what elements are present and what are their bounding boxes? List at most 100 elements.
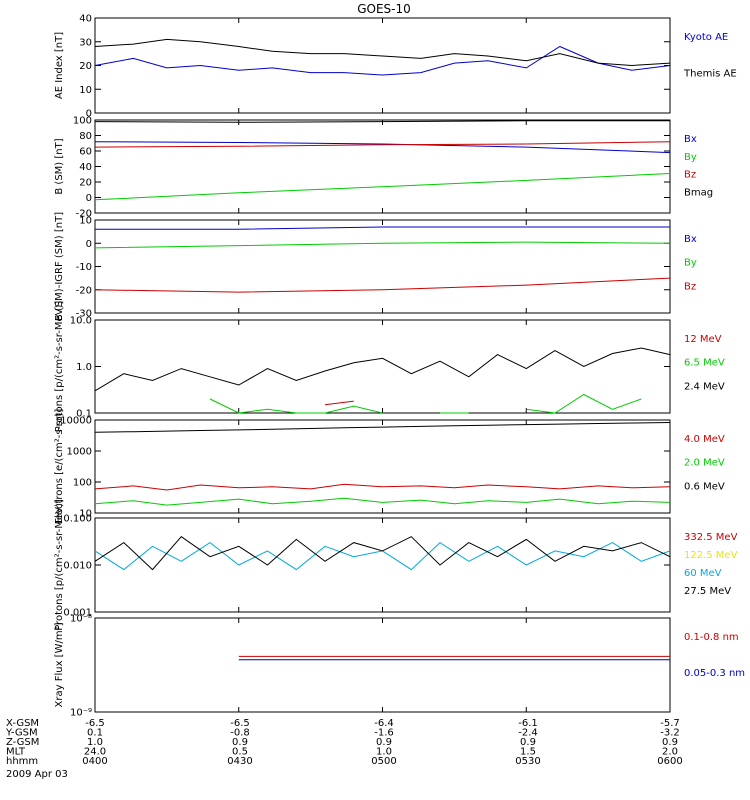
y-tick-label: 1000 [67,447,92,458]
panel-frame [94,419,671,514]
panel-1: 0 10 20 30 40 AE Index [nT] Kyoto AE Themis AE [54,14,737,120]
y-tick-label: 10⁻⁹ [70,708,92,719]
y-tick-label: 0.1 [76,409,92,420]
y-tick-label: 40 [79,162,92,173]
footer-value: 0.9 [376,737,392,748]
legend-entry: 2.0 MeV [684,458,725,469]
footer-row-label: Y-GSM [5,728,38,739]
y-tick-label: 0.100 [63,514,92,525]
series-line-12-mev [325,401,641,405]
series-line-bz [94,277,671,293]
panel-frame [94,517,671,613]
series-line-6-5-mev [209,393,642,414]
y-tick-label: 30 [79,37,92,48]
y-tick-label: 10000 [60,416,92,427]
footer-value: -2.4 [518,728,538,739]
panel-frame [94,17,671,114]
footer-row-label: MLT [6,747,26,758]
y-tick-label: 0 [86,109,92,120]
series-line-bx [94,141,671,154]
y-tick-label: 0 [86,239,92,250]
legend-entry: 0.6 MeV [684,481,725,492]
y-tick-label: 20 [79,178,92,189]
y-tick-label: 0 [86,193,92,204]
legend-entry: By [684,258,697,269]
footer-value: -6.4 [374,718,394,729]
series-line-2-0-mev [94,497,671,506]
legend-entry: 0.05-0.3 nm [684,668,745,679]
panel-2: -20 0 20 40 60 80 100 B (SM) [nT] Bx By Bz Bmag [54,116,713,220]
y-tick-label: 0.001 [63,608,92,619]
y-axis-label: AE Index [nT] [54,32,65,99]
footer-value: -1.6 [374,728,394,739]
legend-entry: 4.0 MeV [684,434,725,445]
footer-value: -6.1 [518,718,538,729]
legend-entry: 2.4 MeV [684,381,725,392]
series-line-bz [94,141,671,148]
footer-value: 0430 [227,756,252,767]
series-line-2-4-mev [94,347,671,392]
series-line-4-0-mev [94,483,671,491]
y-tick-label: 100 [73,116,92,127]
footer-value: 24.0 [84,747,106,758]
footer-value: 0500 [371,756,396,767]
legend-entry: Kyoto AE [684,32,728,43]
y-axis-label: B (SM) [nT] [54,138,65,194]
y-tick-label: 0.010 [63,561,92,572]
series-line-kyoto-ae [94,45,671,76]
chart-title: GOES-10 [357,2,411,16]
panel-4: 0.1 1.0 10.0 Protons [p/(cm²-s-sr-MeV)] 12 M… [54,301,725,433]
footer-value: -6.5 [85,718,105,729]
legend-entry: Bx [684,234,697,245]
legend-entry: 122.5 MeV [684,550,738,561]
series-line-themis-ae [94,38,671,67]
legend-entry: Bz [684,281,696,292]
panel-7: 10⁻⁹ 10⁻⁸ Xray Flux [W/m²] 0.1-0.8 nm 0.05-0… [54,614,745,719]
footer-value: 1.0 [376,747,392,758]
y-tick-label: 80 [79,131,92,142]
panel-frame [94,119,671,214]
y-axis-label: Xray Flux [W/m²] [54,622,65,707]
y-tick-label: -30 [76,309,92,320]
legend-entry: 332.5 MeV [684,532,738,543]
panels: 0 10 20 30 40 AE Index [nT] Kyoto AE Themis AE -… [54,14,745,719]
legend-entry: Bx [684,134,697,145]
date-label: 2009 Apr 03 [6,769,68,780]
legend-entry: Bmag [684,187,713,198]
footer-value: 0.9 [662,737,678,748]
y-tick-label: 10 [79,216,92,227]
y-axis-label: B (SM)-IGRF (SM) [nT] [54,212,65,321]
series-line-by [94,241,671,249]
footer-value: 1.0 [87,737,103,748]
y-axis-label: Protons [p/(cm²-s-sr-MeV)] [54,499,65,631]
footer-value: 0530 [515,756,540,767]
series-line-bmag [94,120,670,123]
footer-row-label: Z-GSM [6,737,39,748]
orbit-footer: X-GSM -6.5 -6.5 -6.4 -6.1 -5.7 Y-GSM 0.1 -0.8 -1.… [5,718,683,767]
footer-value: -6.5 [230,718,250,729]
y-tick-label: -10 [76,262,92,273]
footer-value: 0.9 [232,737,248,748]
legend-entry: Bz [684,170,696,181]
legend-entry: By [684,152,697,163]
y-tick-label: 60 [79,147,92,158]
y-tick-label: 40 [79,14,92,25]
footer-value: 0.1 [87,728,103,739]
series-line-0-6-mev [94,422,671,433]
y-tick-label: -20 [76,209,92,220]
y-tick-label: 10 [79,509,92,520]
y-axis-label: Protons [p/(cm²-s-sr-MeV)] [54,301,65,433]
footer-value: 0.9 [520,737,536,748]
legend-entry: 27.5 MeV [684,586,731,597]
y-tick-label: 20 [79,61,92,72]
footer-value: -5.7 [660,718,680,729]
y-tick-label: -20 [76,285,92,296]
footer-value: 0600 [657,756,682,767]
footer-value: 0.5 [232,747,248,758]
y-tick-label: 100 [73,478,92,489]
series-line-by [94,173,671,201]
panel-frame [94,219,671,314]
